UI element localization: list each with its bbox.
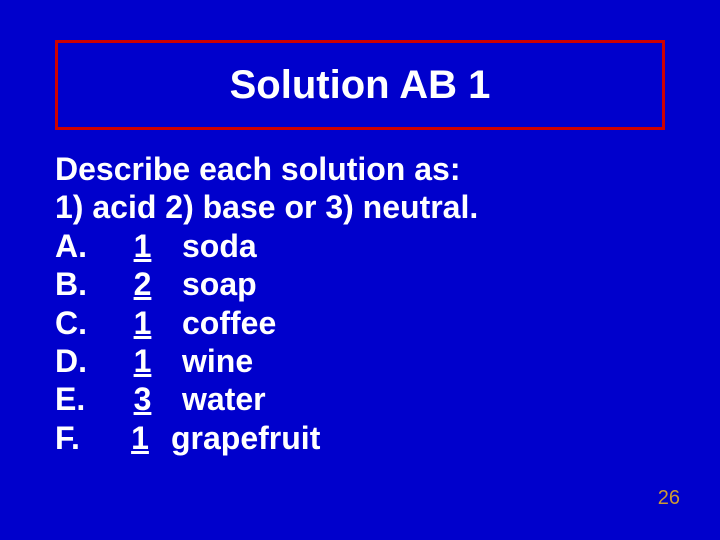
content-block: Describe each solution as: 1) acid 2) ba… — [55, 150, 665, 457]
item-answer: 2 — [115, 265, 170, 303]
item-answer: 1 — [115, 304, 170, 342]
item-answer: 1 — [115, 419, 165, 457]
title-box: Solution AB 1 — [55, 40, 665, 130]
answer-row: B. 2 soap — [55, 265, 665, 303]
item-answer: 1 — [115, 342, 170, 380]
item-label: soda — [182, 227, 257, 265]
item-label: water — [182, 380, 266, 418]
answer-row: D. 1 wine — [55, 342, 665, 380]
item-letter: A. — [55, 227, 115, 265]
page-number: 26 — [658, 487, 680, 510]
instruction-line-2: 1) acid 2) base or 3) neutral. — [55, 188, 665, 226]
answer-row: E. 3 water — [55, 380, 665, 418]
item-label: soap — [182, 265, 257, 303]
item-letter: C. — [55, 304, 115, 342]
item-label: coffee — [182, 304, 276, 342]
item-letter: F. — [55, 419, 115, 457]
slide-title: Solution AB 1 — [230, 63, 491, 108]
item-answer: 1 — [115, 227, 170, 265]
item-letter: E. — [55, 380, 115, 418]
item-letter: B. — [55, 265, 115, 303]
item-label: grapefruit — [171, 419, 320, 457]
answer-row: C. 1 coffee — [55, 304, 665, 342]
item-label: wine — [182, 342, 253, 380]
item-answer: 3 — [115, 380, 170, 418]
answer-row: A. 1 soda — [55, 227, 665, 265]
answer-row: F. 1 grapefruit — [55, 419, 665, 457]
item-letter: D. — [55, 342, 115, 380]
instruction-line-1: Describe each solution as: — [55, 150, 665, 188]
